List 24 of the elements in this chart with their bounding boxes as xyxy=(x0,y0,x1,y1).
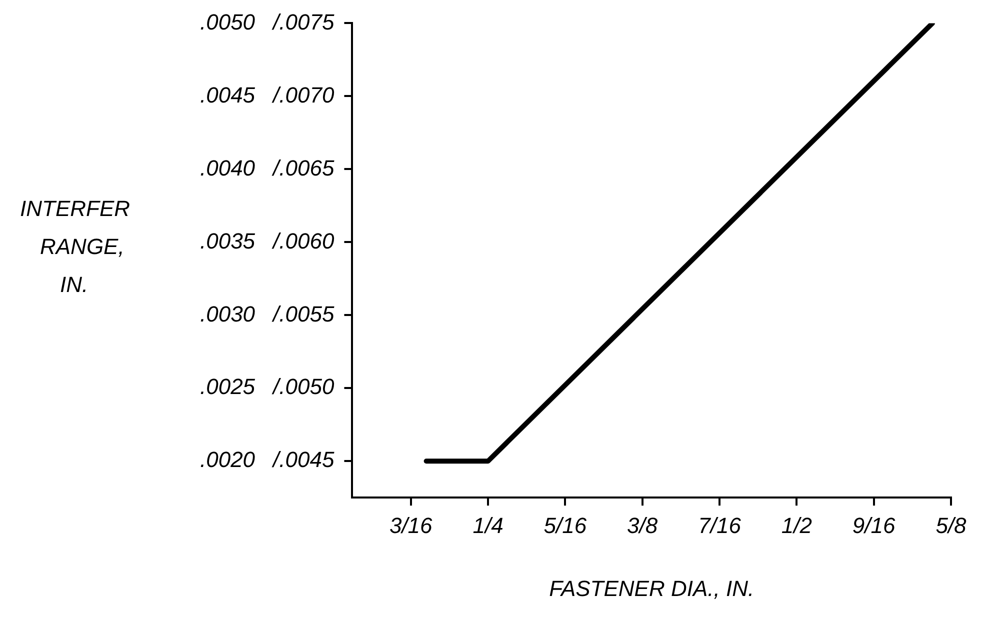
y2-tick-label: /.0065 xyxy=(271,155,335,180)
y-axis-title: INTERFER RANGE, IN. xyxy=(20,196,130,298)
y-tick-label: .0035 xyxy=(200,228,256,254)
y2-tick-label: /.0055 xyxy=(271,301,335,326)
y-tick-label: .0045 xyxy=(200,82,256,108)
y2-tick-label: /.0045 xyxy=(271,447,335,472)
y-tick-label: .0020 xyxy=(200,447,256,472)
x-tick-label: 3/16 xyxy=(389,512,434,538)
y-tick-label: .0040 xyxy=(200,155,256,180)
y-tick-label: .0025 xyxy=(200,374,256,400)
y2-tick-label: /.0075 xyxy=(271,9,335,34)
y2-tick-label: /.0070 xyxy=(271,82,335,108)
x-tick-label: 1/2 xyxy=(781,512,812,538)
x-axis-title: FASTENER DIA., IN. xyxy=(549,576,754,602)
y-tick-label: .0030 xyxy=(200,301,256,326)
y-tick-label: .0050 xyxy=(200,9,256,34)
x-tick-label: 5/16 xyxy=(544,512,588,538)
x-tick-label: 9/16 xyxy=(852,512,896,538)
x-tick-label: 1/4 xyxy=(472,512,504,538)
y2-tick-label: /.0060 xyxy=(271,228,335,254)
x-tick-label: 5/8 xyxy=(936,512,968,538)
x-tick-label: 7/16 xyxy=(698,512,742,538)
y2-tick-label: /.0050 xyxy=(271,374,335,400)
x-tick-label: 3/8 xyxy=(627,512,658,538)
